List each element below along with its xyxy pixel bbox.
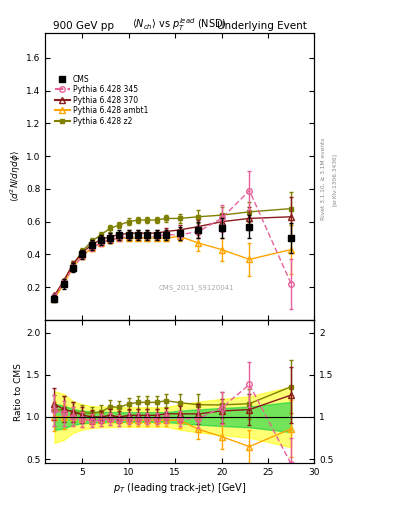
Text: Underlying Event: Underlying Event [217, 20, 307, 31]
Legend: CMS, Pythia 6.428 345, Pythia 6.428 370, Pythia 6.428 ambt1, Pythia 6.428 z2: CMS, Pythia 6.428 345, Pythia 6.428 370,… [52, 72, 152, 129]
Y-axis label: $\langle d^2 N/d\eta d\phi\rangle$: $\langle d^2 N/d\eta d\phi\rangle$ [9, 151, 23, 202]
Text: 900 GeV pp: 900 GeV pp [53, 20, 114, 31]
X-axis label: $p_T$ (leading track-jet) [GeV]: $p_T$ (leading track-jet) [GeV] [113, 481, 246, 496]
Text: [arXiv:1306.3436]: [arXiv:1306.3436] [332, 153, 337, 206]
Y-axis label: Ratio to CMS: Ratio to CMS [14, 362, 23, 421]
Title: $\langle N_{ch}\rangle$ vs $p_T^{lead}$ (NSD): $\langle N_{ch}\rangle$ vs $p_T^{lead}$ … [132, 16, 227, 33]
Text: CMS_2011_S9120041: CMS_2011_S9120041 [158, 285, 234, 291]
Text: Rivet 3.1.10, ≥ 3.1M events: Rivet 3.1.10, ≥ 3.1M events [320, 138, 325, 220]
